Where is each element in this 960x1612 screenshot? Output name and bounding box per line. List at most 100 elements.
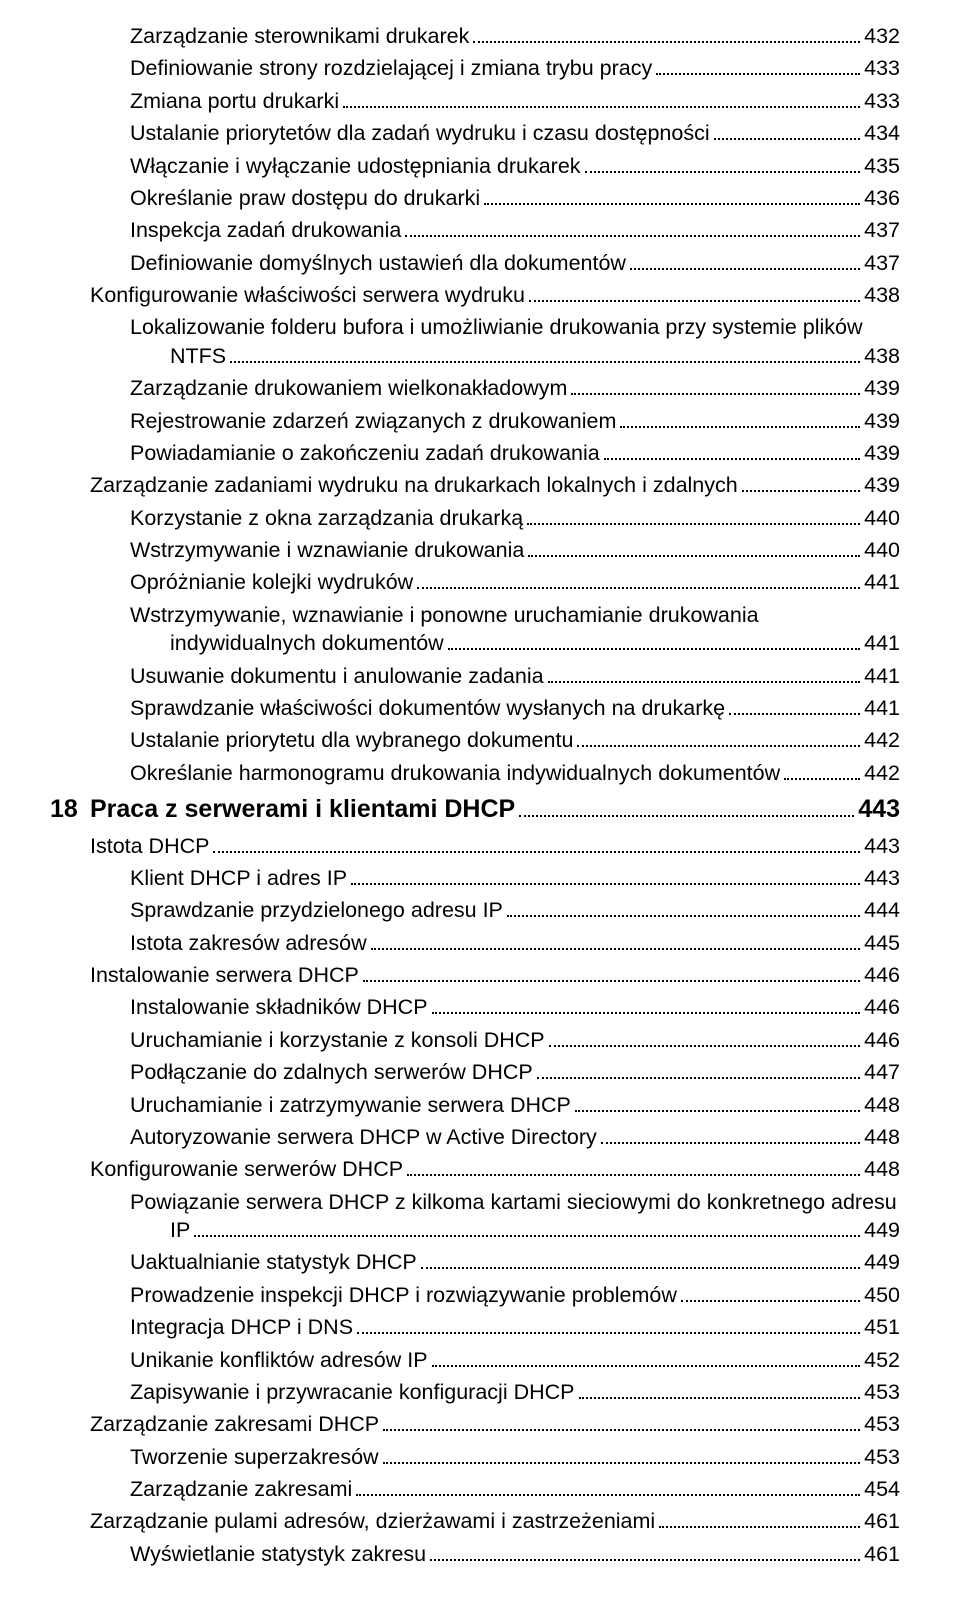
toc-entry: Zarządzanie zakresami DHCP453 [50, 1410, 900, 1438]
toc-entry-page: 432 [864, 22, 900, 50]
toc-entry: Unikanie konfliktów adresów IP452 [50, 1346, 900, 1374]
toc-entry-page: 439 [864, 374, 900, 402]
toc-entry: Instalowanie serwera DHCP 446 [50, 961, 900, 989]
toc-entry-label: Włączanie i wyłączanie udostępniania dru… [130, 152, 581, 180]
toc-entry-label: Uruchamianie i korzystanie z konsoli DHC… [130, 1026, 545, 1054]
toc-entry-label: Określanie praw dostępu do drukarki [130, 184, 480, 212]
toc-entry-page: 449 [864, 1216, 900, 1244]
toc-entry-page: 438 [864, 281, 900, 309]
toc-entry-label: Zarządzanie zadaniami wydruku na drukark… [90, 471, 738, 499]
toc-entry-label: Zapisywanie i przywracanie konfiguracji … [130, 1378, 575, 1406]
toc-entry-continuation: IP449 [50, 1216, 900, 1244]
toc-entry-label: Praca z serwerami i klientami DHCP [90, 793, 515, 826]
toc-leader [577, 732, 860, 747]
toc-entry: Określanie harmonogramu drukowania indyw… [50, 759, 900, 787]
toc-leader [659, 1513, 860, 1528]
toc-entry-label: Lokalizowanie folderu bufora i umożliwia… [130, 313, 863, 341]
toc-entry: Zapisywanie i przywracanie konfiguracji … [50, 1378, 900, 1406]
toc-entry-label: Inspekcja zadań drukowania [130, 216, 401, 244]
toc-leader [363, 967, 860, 982]
toc-entry-label: Istota DHCP [90, 832, 209, 860]
toc-entry-label: Klient DHCP i adres IP [130, 864, 347, 892]
toc-entry-page: 439 [864, 439, 900, 467]
toc-leader [432, 999, 861, 1014]
toc-entry-continuation: NTFS438 [50, 342, 900, 370]
toc-entry-label: Konfigurowanie właściwości serwera wydru… [90, 281, 525, 309]
toc-entry-label: Zarządzanie zakresami DHCP [90, 1410, 379, 1438]
toc-entry-page: 441 [864, 662, 900, 690]
toc-entry-label: Ustalanie priorytetu dla wybranego dokum… [130, 726, 573, 754]
toc-entry: Uruchamianie i zatrzymywanie serwera DHC… [50, 1091, 900, 1119]
toc-leader [620, 413, 860, 428]
toc-entry-label: Korzystanie z okna zarządzania drukarką [130, 504, 523, 532]
toc-leader [351, 870, 860, 885]
toc-leader [529, 287, 860, 302]
toc-leader [742, 477, 860, 492]
toc-leader [371, 935, 861, 950]
table-of-contents: Zarządzanie sterownikami drukarek432Defi… [50, 22, 900, 1568]
toc-entry: Integracja DHCP i DNS 451 [50, 1313, 900, 1341]
toc-entry-page: 433 [864, 87, 900, 115]
toc-entry-label: Unikanie konfliktów adresów IP [130, 1346, 428, 1374]
toc-entry: Klient DHCP i adres IP443 [50, 864, 900, 892]
toc-entry-page: 446 [864, 961, 900, 989]
toc-leader [343, 93, 860, 108]
toc-leader [571, 380, 860, 395]
toc-entry: Wyświetlanie statystyk zakresu461 [50, 1540, 900, 1568]
toc-entry: Ustalanie priorytetu dla wybranego dokum… [50, 726, 900, 754]
toc-entry-label: Zarządzanie drukowaniem wielkonakładowym [130, 374, 567, 402]
toc-entry-page: 437 [864, 216, 900, 244]
toc-entry-label: Sprawdzanie właściwości dokumentów wysła… [130, 694, 725, 722]
toc-entry: Rejestrowanie zdarzeń związanych z druko… [50, 407, 900, 435]
toc-entry-label: Ustalanie priorytetów dla zadań wydruku … [130, 119, 710, 147]
toc-entry: Opróżnianie kolejki wydruków441 [50, 568, 900, 596]
toc-entry-page: 448 [864, 1123, 900, 1151]
toc-entry-page: 435 [864, 152, 900, 180]
toc-entry-page: 453 [864, 1378, 900, 1406]
toc-entry-page: 448 [864, 1091, 900, 1119]
toc-entry-page: 445 [864, 929, 900, 957]
toc-leader [537, 1064, 860, 1079]
toc-entry-page: 450 [864, 1281, 900, 1309]
toc-entry-label: Konfigurowanie serwerów DHCP [90, 1155, 403, 1183]
toc-entry-page: 446 [864, 1026, 900, 1054]
toc-entry-page: 454 [864, 1475, 900, 1503]
toc-entry: Konfigurowanie serwerów DHCP448 [50, 1155, 900, 1183]
toc-leader [548, 668, 861, 683]
toc-leader [630, 255, 860, 270]
toc-entry-page: 453 [864, 1443, 900, 1471]
toc-entry: Prowadzenie inspekcji DHCP i rozwiązywan… [50, 1281, 900, 1309]
toc-entry-label: Definiowanie domyślnych ustawień dla dok… [130, 249, 626, 277]
toc-leader [383, 1416, 860, 1431]
toc-leader [507, 902, 860, 917]
toc-leader [714, 125, 861, 140]
toc-entry-page: 441 [864, 694, 900, 722]
toc-entry-page: 443 [864, 832, 900, 860]
toc-entry-label: Prowadzenie inspekcji DHCP i rozwiązywan… [130, 1281, 677, 1309]
toc-entry-label: Integracja DHCP i DNS [130, 1313, 353, 1341]
toc-leader [230, 348, 860, 363]
toc-entry: Sprawdzanie przydzielonego adresu IP444 [50, 896, 900, 924]
toc-leader [194, 1222, 860, 1237]
toc-entry-page: 440 [864, 536, 900, 564]
toc-entry-page: 451 [864, 1313, 900, 1341]
toc-entry-page: 447 [864, 1058, 900, 1086]
toc-entry-label: Sprawdzanie przydzielonego adresu IP [130, 896, 503, 924]
toc-leader [430, 1546, 860, 1561]
toc-leader [549, 1032, 861, 1047]
toc-entry-page: 437 [864, 249, 900, 277]
toc-leader [604, 445, 860, 460]
toc-leader [357, 1319, 860, 1334]
toc-entry-page: 436 [864, 184, 900, 212]
toc-entry-label: Określanie harmonogramu drukowania indyw… [130, 759, 780, 787]
toc-entry: Istota DHCP 443 [50, 832, 900, 860]
toc-leader [383, 1449, 861, 1464]
toc-entry-label: Zmiana portu drukarki [130, 87, 339, 115]
toc-chapter-number: 18 [50, 793, 90, 826]
toc-entry-label: Instalowanie serwera DHCP [90, 961, 359, 989]
toc-entry-label: Uaktualnianie statystyk DHCP [130, 1248, 417, 1276]
toc-entry-page: 434 [864, 119, 900, 147]
toc-entry: Konfigurowanie właściwości serwera wydru… [50, 281, 900, 309]
toc-entry-label: Opróżnianie kolejki wydruków [130, 568, 413, 596]
toc-entry-page: 461 [864, 1507, 900, 1535]
